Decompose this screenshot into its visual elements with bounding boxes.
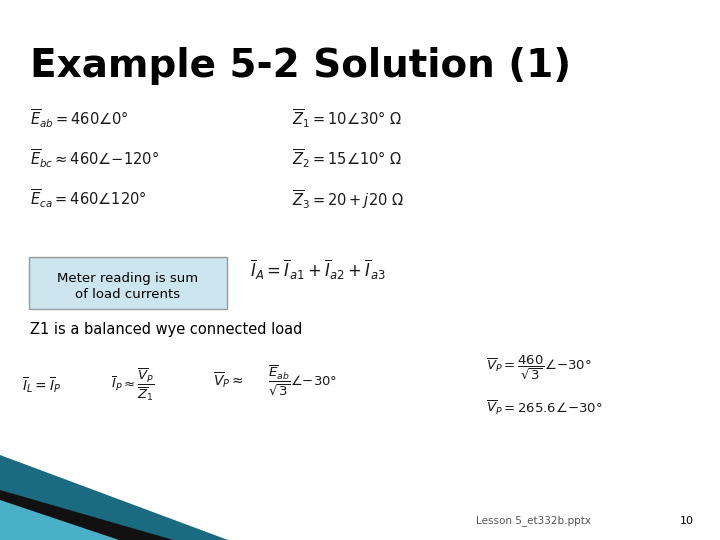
Text: Lesson 5_et332b.pptx: Lesson 5_et332b.pptx <box>476 515 590 526</box>
Text: $\overline{Z}_2=15\angle 10°\ \Omega$: $\overline{Z}_2=15\angle 10°\ \Omega$ <box>292 148 402 170</box>
Text: $\overline{I}_L=\overline{I}_P$: $\overline{I}_L=\overline{I}_P$ <box>22 375 61 395</box>
Text: $\overline{I}_A=\overline{I}_{a1}+\overline{I}_{a2}+\overline{I}_{a3}$: $\overline{I}_A=\overline{I}_{a1}+\overl… <box>250 258 385 282</box>
Polygon shape <box>0 490 174 540</box>
Text: $\overline{Z}_3=20+j20\ \Omega$: $\overline{Z}_3=20+j20\ \Omega$ <box>292 188 405 211</box>
Text: $\overline{E}_{ab}=460\angle 0°$: $\overline{E}_{ab}=460\angle 0°$ <box>30 108 128 130</box>
Polygon shape <box>0 455 228 540</box>
Text: $\overline{E}_{bc}\approx 460\angle{-120°}$: $\overline{E}_{bc}\approx 460\angle{-120… <box>30 148 158 170</box>
Text: $\overline{V}_P\approx$: $\overline{V}_P\approx$ <box>213 370 244 390</box>
Text: $\overline{Z}_1=10\angle 30°\ \Omega$: $\overline{Z}_1=10\angle 30°\ \Omega$ <box>292 108 402 130</box>
Text: 10: 10 <box>680 516 694 526</box>
Text: $\dfrac{\overline{E}_{ab}}{\sqrt{3}}\angle{-30°}$: $\dfrac{\overline{E}_{ab}}{\sqrt{3}}\ang… <box>268 363 337 397</box>
Polygon shape <box>0 500 119 540</box>
Text: Z1 is a balanced wye connected load: Z1 is a balanced wye connected load <box>30 322 302 337</box>
Text: $\overline{V}_P=\dfrac{460}{\sqrt{3}}\angle{-30°}$: $\overline{V}_P=\dfrac{460}{\sqrt{3}}\an… <box>486 354 591 382</box>
Text: $\overline{V}_P=265.6\angle{-30°}$: $\overline{V}_P=265.6\angle{-30°}$ <box>486 399 602 417</box>
Text: $\overline{E}_{ca}=460\angle 120°$: $\overline{E}_{ca}=460\angle 120°$ <box>30 188 146 210</box>
Text: Meter reading is sum: Meter reading is sum <box>58 272 199 285</box>
Text: $\overline{I}_P\approx\dfrac{\overline{V}_P}{\overline{Z}_1}$: $\overline{I}_P\approx\dfrac{\overline{V… <box>111 367 155 403</box>
FancyBboxPatch shape <box>29 257 227 309</box>
Text: of load currents: of load currents <box>76 288 181 301</box>
Text: Example 5-2 Solution (1): Example 5-2 Solution (1) <box>30 47 571 85</box>
